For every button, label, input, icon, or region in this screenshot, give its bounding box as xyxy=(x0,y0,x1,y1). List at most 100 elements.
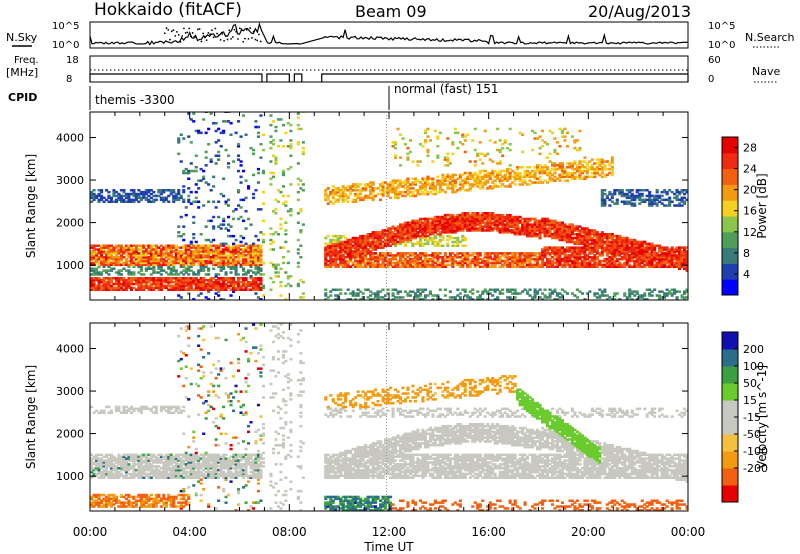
heatmap-cell xyxy=(379,240,383,244)
heatmap-cell xyxy=(374,242,378,246)
heatmap-cell xyxy=(565,263,569,267)
heatmap-cell xyxy=(139,196,143,200)
heatmap-cell xyxy=(473,263,477,267)
heatmap-cell xyxy=(399,296,403,299)
heatmap-cell xyxy=(336,252,340,255)
heatmap-cell xyxy=(159,189,163,192)
heatmap-cell xyxy=(573,160,577,163)
heatmap-cell xyxy=(526,292,530,295)
heatmap-cell xyxy=(598,164,602,167)
heatmap-cell xyxy=(189,118,193,121)
heatmap-cell xyxy=(588,231,592,234)
heatmap-cell xyxy=(222,259,226,263)
heatmap-cell xyxy=(573,167,577,171)
heatmap-cell xyxy=(570,259,574,263)
heatmap-cell xyxy=(605,194,609,198)
heatmap-cell xyxy=(144,192,148,196)
heatmap-cell xyxy=(466,221,470,224)
heatmap-cell xyxy=(286,261,290,265)
heatmap-cell xyxy=(436,156,440,159)
heatmap-cell xyxy=(481,215,485,219)
heatmap-cell xyxy=(149,273,153,276)
heatmap-cell xyxy=(100,284,104,288)
heatmap-cell xyxy=(209,160,213,163)
heatmap-cell xyxy=(468,217,472,221)
heatmap-cell xyxy=(605,236,609,240)
heatmap-cell xyxy=(217,250,221,253)
heatmap-cell xyxy=(575,288,579,291)
heatmap-cell xyxy=(546,261,550,265)
heatmap-cell xyxy=(219,259,223,263)
heatmap-cell xyxy=(187,194,191,198)
heatmap-cell xyxy=(296,221,300,224)
heatmap-cell xyxy=(374,256,378,259)
heatmap-cell xyxy=(483,263,487,267)
heatmap-cell xyxy=(207,238,211,242)
nsearch-dot xyxy=(163,32,166,35)
heatmap-cell xyxy=(356,292,360,295)
heatmap-cell xyxy=(541,229,545,232)
heatmap-cell xyxy=(207,273,211,276)
heatmap-cell xyxy=(501,229,505,232)
heatmap-cell xyxy=(254,284,258,288)
heatmap-cell xyxy=(401,181,405,184)
heatmap-cell xyxy=(478,171,482,175)
heatmap-cell xyxy=(97,286,101,290)
nsearch-dot xyxy=(183,27,185,30)
heatmap-cell xyxy=(100,263,104,267)
heatmap-cell xyxy=(207,259,211,263)
heatmap-cell xyxy=(361,252,365,255)
heatmap-cell xyxy=(560,135,564,138)
heatmap-cell xyxy=(551,225,555,228)
heatmap-cell xyxy=(523,171,527,175)
heatmap-cell xyxy=(588,246,592,249)
heatmap-cell xyxy=(463,177,467,180)
heatmap-cell xyxy=(416,189,420,192)
heatmap-cell xyxy=(127,256,131,259)
heatmap-cell xyxy=(608,171,612,175)
heatmap-cell xyxy=(229,257,233,261)
heatmap-cell xyxy=(426,227,430,230)
heatmap-cell xyxy=(496,219,500,223)
heatmap-cell xyxy=(558,221,562,224)
heatmap-cell xyxy=(179,160,183,163)
heatmap-cell xyxy=(563,290,567,293)
heatmap-cell xyxy=(202,265,206,268)
heatmap-cell xyxy=(600,248,604,251)
heatmap-cell xyxy=(224,248,228,251)
heatmap-cell xyxy=(90,256,94,259)
heatmap-cell xyxy=(389,261,393,265)
heatmap-cell xyxy=(237,204,241,207)
heatmap-cell xyxy=(428,183,432,186)
heatmap-cell xyxy=(431,192,435,196)
heatmap-cell xyxy=(578,148,582,152)
heatmap-cell xyxy=(578,242,582,246)
heatmap-cell xyxy=(172,244,176,247)
heatmap-cell xyxy=(573,162,577,165)
heatmap-cell xyxy=(249,223,253,226)
heatmap-cell xyxy=(413,233,417,236)
heatmap-cell xyxy=(289,154,293,157)
heatmap-cell xyxy=(394,146,398,150)
heatmap-cell xyxy=(473,212,477,215)
heatmap-cell xyxy=(254,273,258,276)
heatmap-cell xyxy=(344,192,348,196)
heatmap-cell xyxy=(269,114,273,117)
heatmap-cell xyxy=(105,244,109,247)
heatmap-cell xyxy=(90,273,94,276)
heatmap-cell xyxy=(506,223,510,226)
heatmap-cell xyxy=(473,223,477,226)
heatmap-cell xyxy=(613,294,617,297)
heatmap-cell xyxy=(396,265,400,268)
heatmap-cell xyxy=(182,244,186,247)
heatmap-cell xyxy=(167,200,171,203)
heatmap-cell xyxy=(349,189,353,192)
heatmap-cell xyxy=(471,215,475,219)
heatmap-cell xyxy=(508,164,512,167)
heatmap-cell xyxy=(593,254,597,257)
heatmap-cell xyxy=(598,288,602,291)
heatmap-cell xyxy=(476,256,480,259)
heatmap-cell xyxy=(588,238,592,242)
heatmap-cell xyxy=(476,183,480,186)
heatmap-cell xyxy=(553,148,557,152)
